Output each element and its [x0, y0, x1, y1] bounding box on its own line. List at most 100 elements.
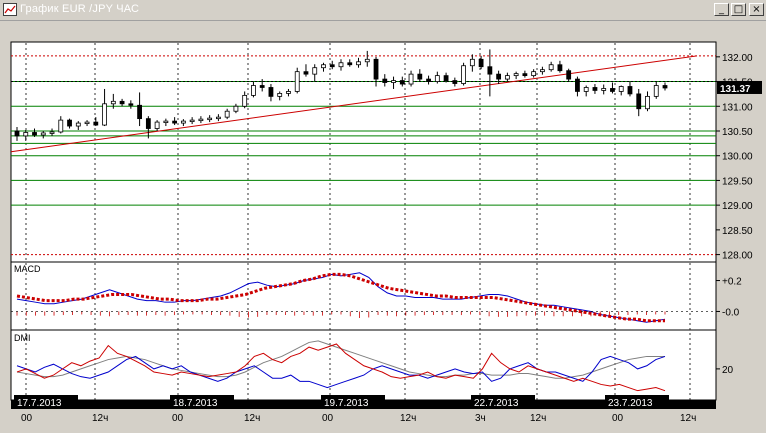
price-tick-label: 129.50: [722, 176, 753, 187]
candle-body: [347, 62, 353, 66]
candle-body: [251, 85, 256, 96]
date-box: [14, 395, 78, 409]
candle-body: [128, 103, 134, 106]
time-label: 00: [172, 413, 184, 424]
candle-body: [496, 73, 502, 80]
candle-body: [84, 121, 90, 124]
candle-body: [23, 132, 29, 137]
price-tick-label: 129.00: [722, 201, 753, 212]
candle-body: [417, 73, 423, 80]
candle-body: [382, 78, 388, 83]
date-label: 19.7.2013: [324, 398, 369, 409]
price-candles: 131.37: [14, 49, 762, 141]
candle-body: [233, 105, 239, 112]
macd-tick-label: -0.0: [722, 307, 740, 318]
price-panel[interactable]: [10, 41, 717, 263]
candle-body: [329, 64, 335, 68]
time-label: 12ч: [244, 413, 260, 424]
window-title: График EUR /JPY ЧАС: [20, 3, 140, 15]
candle-body: [452, 80, 458, 84]
candle-body: [426, 78, 431, 82]
candle-body: [504, 75, 510, 80]
candle-body: [399, 80, 405, 85]
price-tick-label: 130.00: [722, 152, 753, 163]
candle-body: [14, 130, 20, 137]
price-tick-label: 130.50: [722, 127, 753, 138]
candle-body: [391, 80, 396, 83]
time-label: 12ч: [680, 413, 696, 424]
x-axis-labels: 17.7.2013 18.7.2013 19.7.2013 22.7.2013 23.7…: [11, 395, 716, 424]
dmi-tick-label: 20: [722, 365, 734, 376]
price-tick-label: 131.00: [722, 102, 753, 113]
trendline: [10, 55, 698, 153]
date-label: 22.7.2013: [474, 398, 519, 409]
chart-area[interactable]: 131.37 132.00 131.50 131.00 130.50 130.00 129…: [0, 20, 766, 433]
candle-body: [102, 103, 107, 126]
date-box: [471, 395, 535, 409]
candle-body: [93, 121, 99, 126]
candle-body: [522, 73, 528, 77]
candle-body: [180, 120, 186, 124]
candle-body: [294, 71, 300, 92]
candle-body: [163, 120, 169, 124]
date-box: [605, 395, 669, 409]
price-tick-label: 131.50: [722, 78, 753, 89]
candle-body: [145, 118, 151, 129]
candle-body: [461, 65, 466, 84]
candle-body: [618, 86, 624, 92]
candle-body: [557, 64, 563, 72]
macd-tick-label: +0.2: [722, 277, 742, 288]
candle-body: [32, 132, 37, 136]
minimize-button[interactable]: _: [714, 3, 729, 16]
time-label: 3ч: [475, 413, 486, 424]
candle-body: [469, 58, 475, 67]
macd-panel[interactable]: [10, 261, 717, 331]
y-axis-labels: 132.00 131.50 131.00 130.50 130.00 129.50 129.…: [716, 53, 753, 376]
candle-body: [645, 95, 650, 110]
close-button[interactable]: ×: [749, 3, 764, 16]
candle-body: [198, 118, 204, 122]
price-tick-label: 128.00: [722, 251, 753, 262]
price-tick-label: 128.50: [722, 226, 753, 237]
candle-body: [636, 93, 642, 110]
candle-body: [303, 71, 309, 75]
candle-body: [434, 75, 440, 82]
candle-body: [364, 58, 370, 63]
candle-body: [312, 67, 318, 75]
time-label: 12ч: [400, 413, 416, 424]
candle-body: [321, 64, 326, 69]
candle-body: [189, 119, 195, 123]
trend-lines: [10, 55, 698, 153]
horizontal-levels: [11, 55, 716, 256]
candle-body: [338, 62, 344, 68]
candle-body: [207, 117, 213, 121]
dmi-label: DMI: [14, 333, 31, 343]
price-tick-label: 132.00: [722, 53, 753, 64]
candle-body: [531, 71, 537, 77]
dmi-lines: [16, 340, 666, 392]
candle-body: [67, 119, 72, 127]
candle-body: [575, 78, 580, 92]
candle-body: [224, 110, 230, 118]
date-label: 18.7.2013: [173, 398, 218, 409]
maximize-button[interactable]: □: [731, 3, 746, 16]
candle-body: [592, 87, 598, 91]
candle-body: [137, 104, 142, 120]
candle-body: [40, 132, 46, 136]
macd-main-line: [16, 272, 666, 323]
time-label: 00: [21, 413, 33, 424]
candle-body: [373, 58, 379, 80]
candle-body: [259, 85, 265, 88]
candle-body: [172, 120, 178, 124]
candle-body: [408, 73, 414, 85]
candle-body: [443, 75, 449, 81]
candle-body: [58, 119, 64, 133]
window-title-bar: График EUR /JPY ЧАС _ □ ×: [0, 0, 766, 21]
candle-body: [601, 88, 607, 91]
dmi-minus-di-line: [16, 355, 666, 389]
candle-body: [487, 66, 493, 75]
chart-app-icon: [3, 3, 17, 16]
candle-body: [478, 58, 484, 68]
time-label: 00: [612, 413, 624, 424]
candle-body: [548, 64, 554, 71]
